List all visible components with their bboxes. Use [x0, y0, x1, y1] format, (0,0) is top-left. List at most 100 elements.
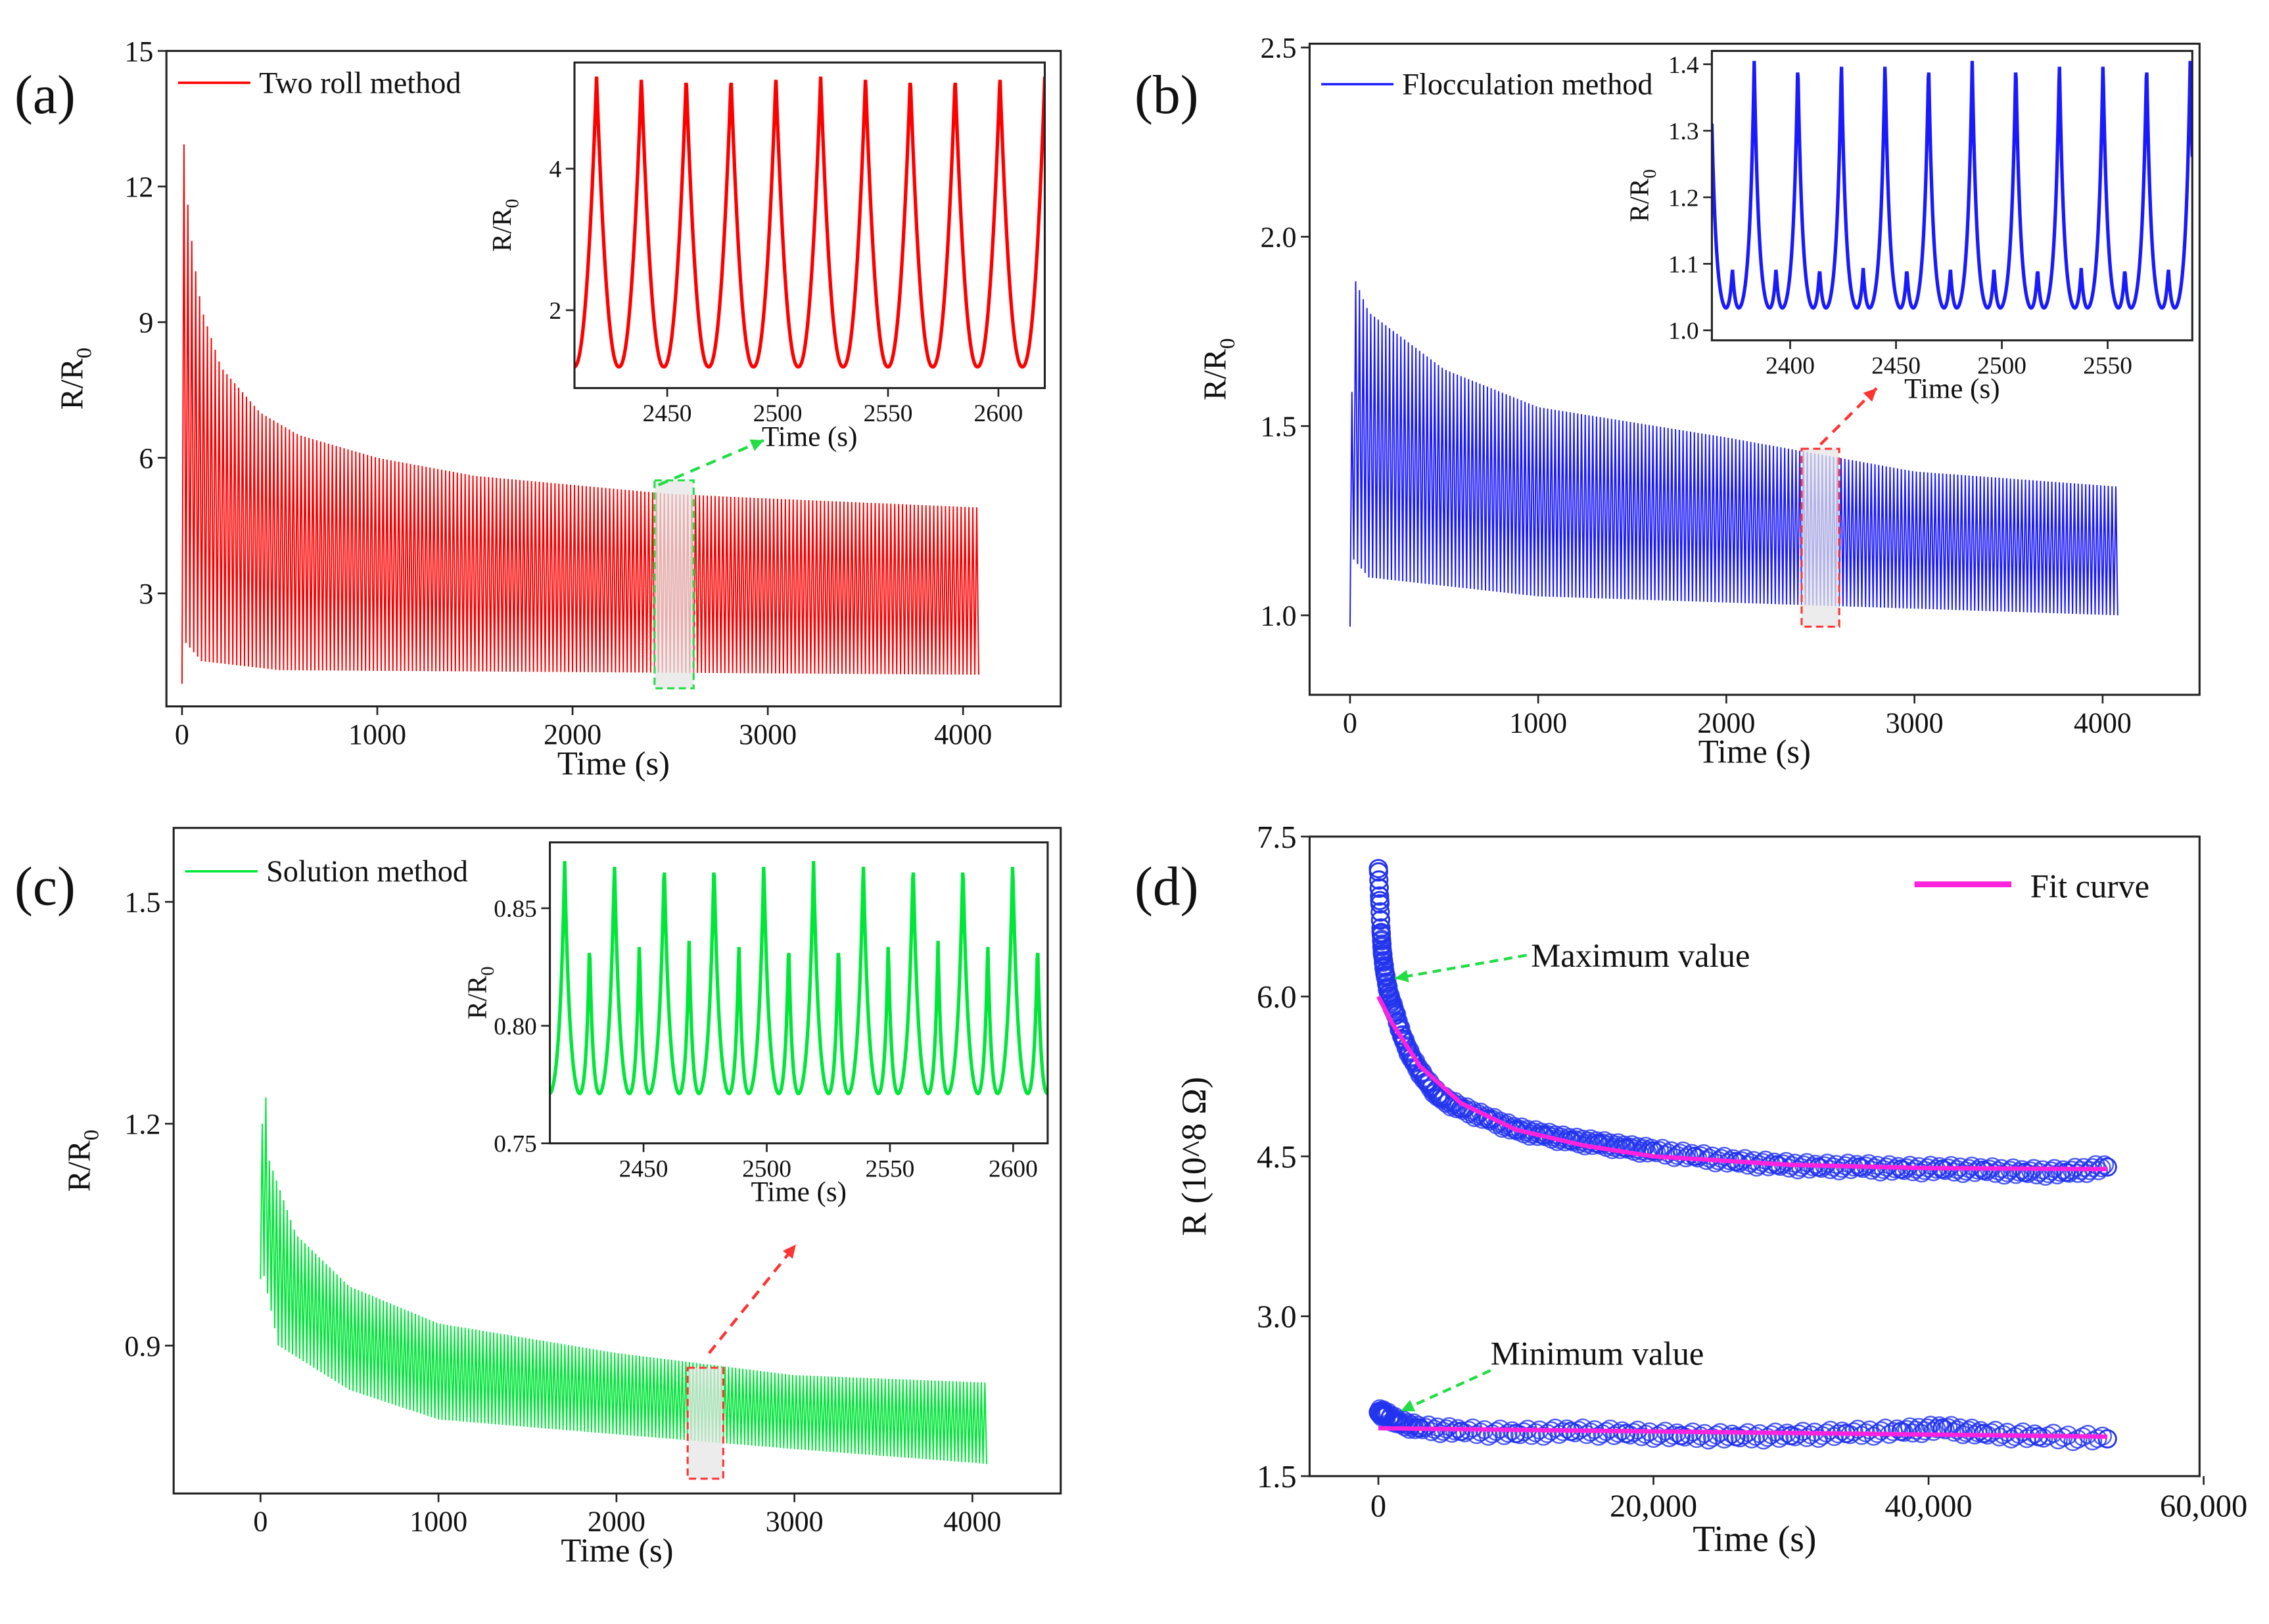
data-point: [1498, 1424, 1518, 1443]
x-tick-label: 3000: [1886, 707, 1944, 739]
y-tick-label: 0.9: [124, 1330, 160, 1362]
x-tick-label: 40,000: [1884, 1489, 1972, 1524]
data-point: [1965, 1163, 1984, 1182]
data-point: [1986, 1163, 2005, 1183]
y-axis-label: R/R0: [462, 967, 498, 1019]
inset-signal-line: [550, 861, 1048, 1096]
zoom-arrow: [1819, 386, 1878, 446]
data-point: [1422, 1422, 1441, 1441]
y-tick-label: 1.5: [1261, 411, 1297, 443]
y-tick-label: 1.5: [124, 887, 160, 919]
data-point: [1658, 1143, 1678, 1163]
y-tick-label: 2.0: [1261, 221, 1297, 254]
y-tick-label: 3.0: [1257, 1300, 1297, 1335]
y-tick-label: 6.0: [1257, 980, 1297, 1015]
y-axis-label: R/R0: [1198, 338, 1240, 401]
y-tick-label: 0.75: [494, 1131, 536, 1158]
x-tick-label: 3000: [739, 718, 797, 751]
y-axis-label-subscript: 0: [478, 967, 498, 976]
y-tick-label: 4: [549, 156, 561, 183]
x-tick-label: 20,000: [1610, 1489, 1697, 1524]
x-tick-label: 2600: [989, 1155, 1038, 1182]
x-axis-label: Time (s): [762, 421, 857, 452]
x-tick-label: 1000: [1509, 707, 1567, 739]
zoom-arrow: [708, 1243, 797, 1355]
y-tick-label: 1.4: [1668, 52, 1699, 79]
y-axis-label: R/R0: [1624, 169, 1660, 221]
data-point: [1944, 1162, 1964, 1182]
data-point: [2006, 1165, 2026, 1184]
x-tick-label: 2600: [974, 400, 1023, 427]
chart-panel-b: (b) 0 1000 2000 3000 4000 1.0 1.5 2.0 2.5 Time (s)…: [1134, 32, 2201, 770]
x-axis-label: Time (s): [1904, 374, 2000, 405]
chart-panel-c: (c) 0 1000 2000 3000 4000 0.9 1.2 1.5 Time (s) R/R…: [14, 827, 1062, 1569]
y-tick-label: 0.80: [494, 1013, 536, 1040]
data-point: [1936, 1420, 1955, 1439]
y-axis-label-subscript: 0: [502, 199, 523, 208]
x-tick-label: 4000: [2074, 707, 2132, 739]
y-tick-label: 0.85: [494, 896, 536, 923]
data-point: [1924, 1422, 1943, 1441]
data-point: [1924, 1162, 1943, 1182]
x-tick-label: 2450: [643, 400, 692, 427]
y-axis-label: R/R0: [486, 199, 523, 252]
panel-label: (d): [1134, 856, 1199, 917]
data-point: [1821, 1160, 1840, 1179]
data-point: [1488, 1113, 1508, 1132]
y-tick-label: 7.5: [1257, 820, 1297, 855]
data-point: [1944, 1422, 1964, 1442]
inset-chart: 2400 2450 2500 2550 1.0 1.1 1.2 1.3 1.4 Time (s) R…: [1624, 49, 2193, 405]
scatter-series: [1368, 858, 2117, 1186]
zoom-region-highlight: [686, 1366, 724, 1480]
x-tick-label: 0: [175, 718, 189, 751]
inset-background: [550, 842, 1048, 1144]
data-point: [1670, 1144, 1690, 1163]
data-point: [1369, 870, 1389, 889]
zoom-region-highlight: [653, 479, 695, 689]
data-point: [1948, 1420, 1967, 1440]
y-tick-label: 2.5: [1261, 32, 1297, 64]
arrowhead-icon: [1395, 969, 1409, 983]
y-tick-label: 1.1: [1668, 251, 1699, 278]
y-tick-label: 1.5: [1257, 1460, 1297, 1495]
data-point: [1977, 1162, 1996, 1182]
scatter-series: [1368, 1399, 2117, 1451]
x-tick-label: 0: [1343, 707, 1357, 739]
y-tick-label: 1.2: [1668, 185, 1699, 212]
arrowhead-icon: [1863, 388, 1877, 402]
panel-label: (b): [1134, 64, 1199, 126]
y-axis-label-subscript: 0: [73, 348, 97, 359]
legend-label: Solution method: [266, 854, 468, 888]
y-tick-label: 1.3: [1668, 118, 1699, 145]
y-tick-label: 1.0: [1261, 600, 1297, 632]
data-point: [1903, 1162, 1923, 1182]
arrowhead-icon: [749, 439, 764, 452]
y-axis-label-main: R/R: [486, 208, 517, 252]
inset-signal-line: [574, 76, 1045, 369]
data-point: [2047, 1165, 2067, 1185]
x-tick-label: 2500: [1977, 352, 2026, 379]
y-axis-label: R (10^8 Ω): [1175, 1077, 1213, 1236]
annotation-label: Maximum value: [1531, 937, 1750, 974]
data-point: [1647, 1143, 1666, 1163]
x-tick-label: 2000: [544, 718, 601, 751]
data-point: [1738, 1155, 1758, 1175]
data-point: [2044, 1424, 2063, 1443]
data-point: [2097, 1429, 2117, 1449]
x-tick-label: 2450: [1871, 352, 1921, 379]
legend-label: Two roll method: [259, 66, 461, 99]
data-point: [1927, 1419, 1946, 1439]
x-tick-label: 60,000: [2160, 1489, 2247, 1524]
panel-label: (c): [14, 856, 76, 917]
annotation-label: Minimum value: [1491, 1335, 1704, 1372]
y-tick-label: 15: [124, 35, 153, 68]
x-tick-label: 4000: [934, 718, 992, 751]
y-axis-label-main: R (10^8 Ω): [1175, 1077, 1213, 1236]
inset-chart: 2450 2500 2550 2600 0.75 0.80 0.85 Time (s) R/R0: [462, 841, 1049, 1208]
x-tick-label: 2400: [1766, 352, 1815, 379]
axes-frame: [1308, 835, 2201, 1477]
signal-line: [181, 144, 979, 684]
y-tick-label: 12: [124, 171, 153, 203]
data-point: [1773, 1426, 1793, 1446]
